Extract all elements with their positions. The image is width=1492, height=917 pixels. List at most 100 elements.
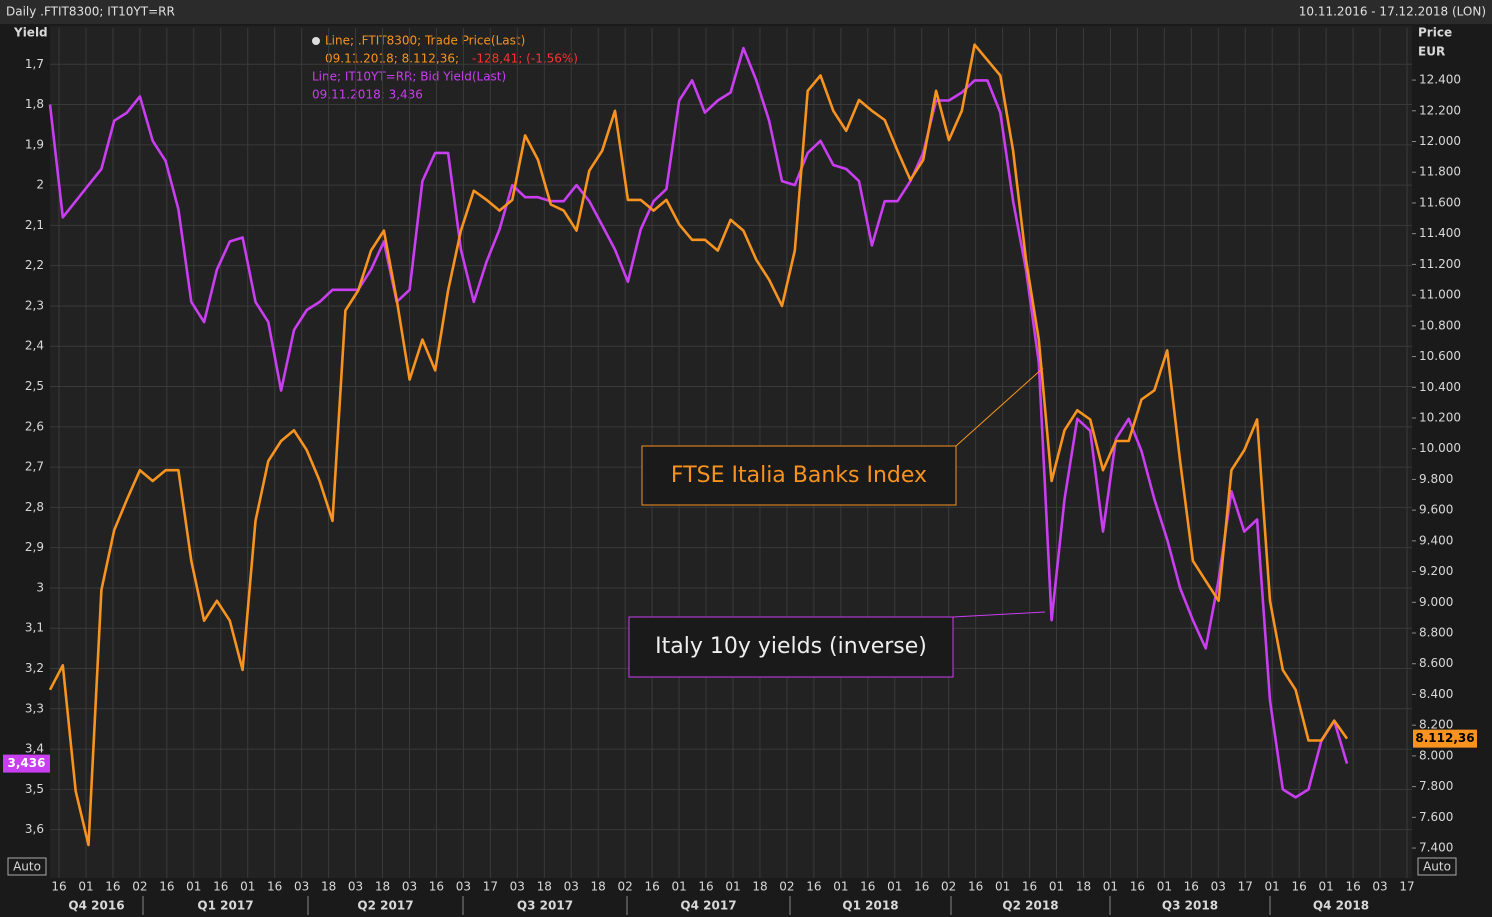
auto-label: Auto <box>1423 860 1451 874</box>
x-tick-label: 03 <box>1372 880 1387 894</box>
y-tick-label: 2,3 <box>25 298 44 312</box>
legend-change: -128,41; (-1,56%) <box>472 52 578 66</box>
y2-tick-label: 10.800 <box>1419 318 1461 332</box>
x-tick-label: 01 <box>1103 880 1118 894</box>
y2-tick-label: 8.800 <box>1419 626 1453 640</box>
legend-detail: 09.11.2018; 8.112,36; <box>325 52 459 66</box>
y2-tick-label: 11.000 <box>1419 288 1461 302</box>
x-tick-label: 18 <box>321 880 336 894</box>
auto-label: Auto <box>13 860 41 874</box>
y2-axis-label: Price <box>1418 26 1452 40</box>
x-tick-label: 03 <box>1211 880 1226 894</box>
y2-tick-label: 11.600 <box>1419 195 1461 209</box>
y-tick-label: 1,8 <box>25 97 44 111</box>
x-tick-label: 16 <box>644 880 659 894</box>
y-tick-label: 2,5 <box>25 379 44 393</box>
y-tick-label: 3,4 <box>25 742 44 756</box>
x-tick-label: 01 <box>78 880 93 894</box>
x-tick-label: 18 <box>591 880 606 894</box>
series-line <box>48 43 1349 847</box>
legend-detail: 09.11.2018; 3,436 <box>312 88 423 102</box>
x-tick-label: 02 <box>941 880 956 894</box>
x-tick-label: 16 <box>105 880 120 894</box>
annotation-connector <box>955 367 1044 447</box>
y-tick-label: 2,4 <box>25 339 44 353</box>
x-tick-label: 01 <box>1049 880 1064 894</box>
x-tick-label: 01 <box>887 880 902 894</box>
quarter-label: Q4 2016 <box>68 899 124 913</box>
x-tick-label: 01 <box>186 880 201 894</box>
x-tick-label: 02 <box>779 880 794 894</box>
y2-tick-label: 7.800 <box>1419 779 1453 793</box>
y-axis-label: Yield <box>13 26 48 40</box>
y2-tick-label: 11.400 <box>1419 226 1461 240</box>
y2-tick-label: 8.200 <box>1419 718 1453 732</box>
annotation-box <box>628 616 954 678</box>
y-tick-label: 3,3 <box>25 701 44 715</box>
x-tick-label: 18 <box>537 880 552 894</box>
y2-tick-label: 10.000 <box>1419 441 1461 455</box>
y2-tick-label: 7.600 <box>1419 810 1453 824</box>
x-tick-label: 02 <box>132 880 147 894</box>
y-tick-label: 2,2 <box>25 258 44 272</box>
x-tick-label: 02 <box>618 880 633 894</box>
auto-box <box>1417 857 1457 876</box>
x-tick-label: 03 <box>294 880 309 894</box>
quarter-label: Q3 2018 <box>1162 899 1218 913</box>
x-tick-label: 01 <box>1265 880 1280 894</box>
plot: 16 01 16 02 16 01 16 01 16 03 18 03 18 03 16 03 17 03 18 03… <box>25 28 1461 915</box>
annotation: Italy 10y yields (inverse) <box>655 634 927 659</box>
x-tick-label: 03 <box>456 880 471 894</box>
y2-tick-label: 10.400 <box>1419 380 1461 394</box>
y-tick-label: 2 <box>36 178 44 192</box>
y2-tick-label: 9.600 <box>1419 503 1453 517</box>
y-tick-label: 2,8 <box>25 500 44 514</box>
y2-tick-label: 8.400 <box>1419 687 1453 701</box>
x-tick-label: 16 <box>1022 880 1037 894</box>
quarter-label: Q4 2017 <box>680 899 736 913</box>
x-tick-label: 18 <box>375 880 390 894</box>
y2-tick-label: 12.000 <box>1419 134 1461 148</box>
last-value-label: 3,436 <box>8 756 46 770</box>
y2-tick-label: 12.400 <box>1419 73 1461 87</box>
y-tick-label: 2,7 <box>25 460 44 474</box>
quarter-label: Q1 2018 <box>842 899 898 913</box>
x-tick-label: 16 <box>1130 880 1145 894</box>
y-tick-label: 1,9 <box>25 137 44 151</box>
annotation: FTSE Italia Banks Index <box>671 463 927 488</box>
y-tick-label: 3 <box>36 580 44 594</box>
y2-tick-label: 9.200 <box>1419 564 1453 578</box>
x-tick-label: 18 <box>752 880 767 894</box>
y-tick-label: 3,2 <box>25 661 44 675</box>
y2-tick-label: 12.200 <box>1419 103 1461 117</box>
x-tick-label: 03 <box>510 880 525 894</box>
y2-tick-label: 8.000 <box>1419 748 1453 762</box>
x-tick-label: 16 <box>1184 880 1199 894</box>
annotation-connector <box>952 611 1046 618</box>
x-tick-label: 17 <box>1399 880 1414 894</box>
y2-unit: EUR <box>1418 45 1445 59</box>
series-line <box>48 46 1349 799</box>
y2-tick-label: 9.800 <box>1419 472 1453 486</box>
legend-icon <box>312 37 320 45</box>
y-tick-label: 2,9 <box>25 540 44 554</box>
x-tick-label: 16 <box>968 880 983 894</box>
x-tick-label: 18 <box>1076 880 1091 894</box>
x-tick-label: 03 <box>564 880 579 894</box>
x-tick-label: 01 <box>1318 880 1333 894</box>
y-tick-label: 2,1 <box>25 218 44 232</box>
x-tick-label: 17 <box>483 880 498 894</box>
y-tick-label: 2,6 <box>25 419 44 433</box>
x-tick-label: 01 <box>833 880 848 894</box>
y2-tick-label: 11.200 <box>1419 257 1461 271</box>
y2-tick-label: 9.000 <box>1419 595 1453 609</box>
y2-tick-label: 11.800 <box>1419 165 1461 179</box>
x-tick-label: 16 <box>698 880 713 894</box>
x-tick-label: 16 <box>806 880 821 894</box>
x-tick-label: 03 <box>402 880 417 894</box>
x-tick-label: 01 <box>1157 880 1172 894</box>
y2-tick-label: 8.600 <box>1419 656 1453 670</box>
y2-tick-label: 10.200 <box>1419 410 1461 424</box>
quarter-label: Q2 2017 <box>357 899 413 913</box>
x-tick-label: 16 <box>860 880 875 894</box>
